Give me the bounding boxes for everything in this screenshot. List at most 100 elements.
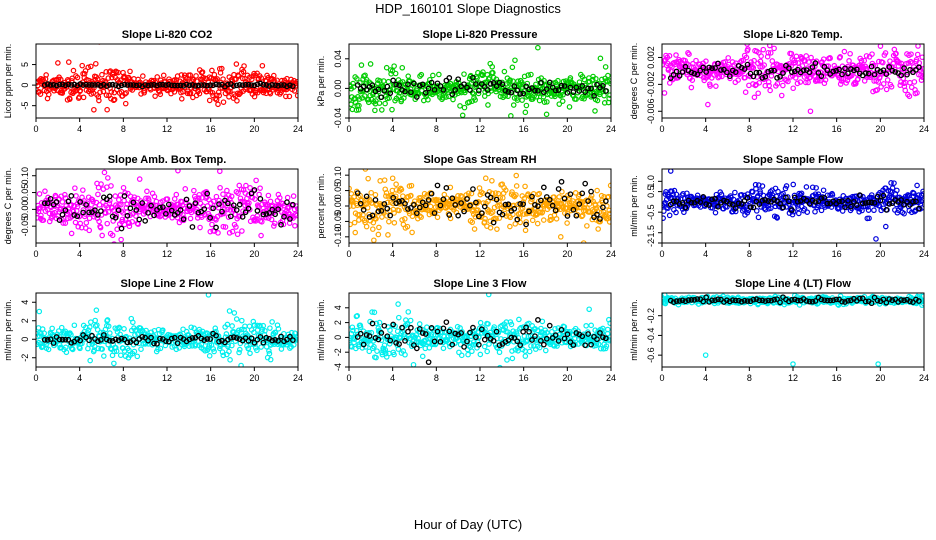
- reference-point: [257, 80, 264, 87]
- data-point: [426, 345, 433, 351]
- reference-point: [747, 204, 754, 210]
- reference-point: [564, 90, 571, 96]
- data-point: [177, 210, 183, 217]
- data-point: [383, 64, 390, 71]
- data-point: [142, 209, 148, 215]
- data-point: [179, 199, 185, 205]
- data-point: [71, 322, 78, 329]
- reference-point: [41, 82, 48, 88]
- data-point: [768, 205, 774, 211]
- data-point: [376, 100, 383, 106]
- data-point: [109, 74, 115, 81]
- data-point: [56, 333, 63, 340]
- reference-point: [192, 200, 199, 207]
- data-point: [882, 50, 889, 56]
- data-point: [391, 63, 397, 69]
- data-points: [662, 293, 924, 367]
- data-point: [173, 191, 180, 198]
- reference-point: [47, 336, 54, 343]
- reference-point: [552, 332, 559, 339]
- data-point: [130, 319, 136, 326]
- reference-point: [260, 339, 267, 346]
- data-point: [238, 362, 244, 367]
- data-point: [735, 77, 741, 83]
- reference-point: [419, 199, 426, 206]
- x-tick-label: 8: [434, 249, 439, 259]
- reference-point: [880, 192, 887, 199]
- data-point: [379, 107, 385, 113]
- data-point: [46, 210, 53, 217]
- outlier-point: [543, 111, 550, 118]
- reference-point: [278, 221, 284, 228]
- x-tick-label: 0: [659, 373, 664, 383]
- y-tick-label: -0.6: [646, 347, 656, 363]
- reference-point: [502, 87, 509, 94]
- data-point: [370, 226, 376, 232]
- reference-point: [862, 200, 869, 206]
- data-point: [804, 209, 811, 215]
- reference-point: [192, 83, 199, 89]
- data-point: [752, 82, 759, 89]
- data-point: [780, 190, 786, 197]
- reference-point: [248, 82, 255, 88]
- data-point: [101, 353, 107, 359]
- reference-point: [201, 337, 208, 344]
- data-point: [239, 317, 245, 324]
- data-point: [191, 325, 197, 332]
- data-point: [468, 190, 475, 197]
- reference-point: [402, 200, 408, 207]
- panel-title: Slope Li-820 Temp.: [743, 29, 842, 41]
- reference-point: [582, 180, 589, 187]
- data-point: [402, 216, 408, 222]
- x-tick-label: 24: [606, 373, 616, 383]
- x-tick-label: 24: [606, 124, 616, 134]
- reference-point: [174, 340, 181, 346]
- reference-point: [540, 341, 547, 348]
- data-point: [126, 223, 133, 230]
- data-point: [485, 102, 491, 108]
- reference-point: [567, 191, 574, 198]
- data-point: [405, 73, 412, 79]
- reference-point: [561, 83, 568, 89]
- reference-point: [440, 196, 447, 203]
- y-tick-label: 4: [333, 305, 343, 310]
- reference-point: [493, 83, 500, 89]
- data-point: [226, 230, 233, 236]
- reference-point: [511, 205, 518, 212]
- data-point: [778, 92, 785, 99]
- reference-point: [517, 342, 524, 348]
- reference-point: [86, 209, 92, 216]
- reference-point: [744, 194, 751, 201]
- data-point: [67, 96, 73, 102]
- x-tick-label: 8: [434, 373, 439, 383]
- data-point: [371, 309, 378, 316]
- y-tick-label: 0.05: [20, 184, 30, 202]
- data-point: [222, 224, 229, 230]
- data-point: [349, 101, 354, 108]
- reference-point: [121, 81, 128, 88]
- data-point: [424, 324, 430, 331]
- y-tick-label: -0.2: [646, 308, 656, 324]
- reference-point: [546, 196, 553, 203]
- data-point: [576, 204, 582, 211]
- data-point: [725, 55, 732, 61]
- reference-point: [679, 69, 686, 75]
- data-point: [821, 80, 828, 87]
- reference-point: [759, 197, 766, 204]
- reference-point: [204, 336, 211, 342]
- data-points: [349, 44, 611, 118]
- data-point: [561, 324, 568, 330]
- data-point: [404, 320, 411, 327]
- data-point: [63, 349, 70, 356]
- data-point: [377, 178, 383, 184]
- data-point: [666, 53, 673, 59]
- reference-point: [481, 203, 488, 210]
- reference-point: [222, 339, 228, 346]
- reference-point: [856, 192, 863, 198]
- data-point: [522, 109, 529, 116]
- reference-point: [862, 70, 869, 77]
- y-tick-label: 0.10: [333, 166, 343, 184]
- reference-point: [871, 200, 878, 206]
- reference-point: [354, 190, 361, 196]
- reference-point: [535, 317, 541, 323]
